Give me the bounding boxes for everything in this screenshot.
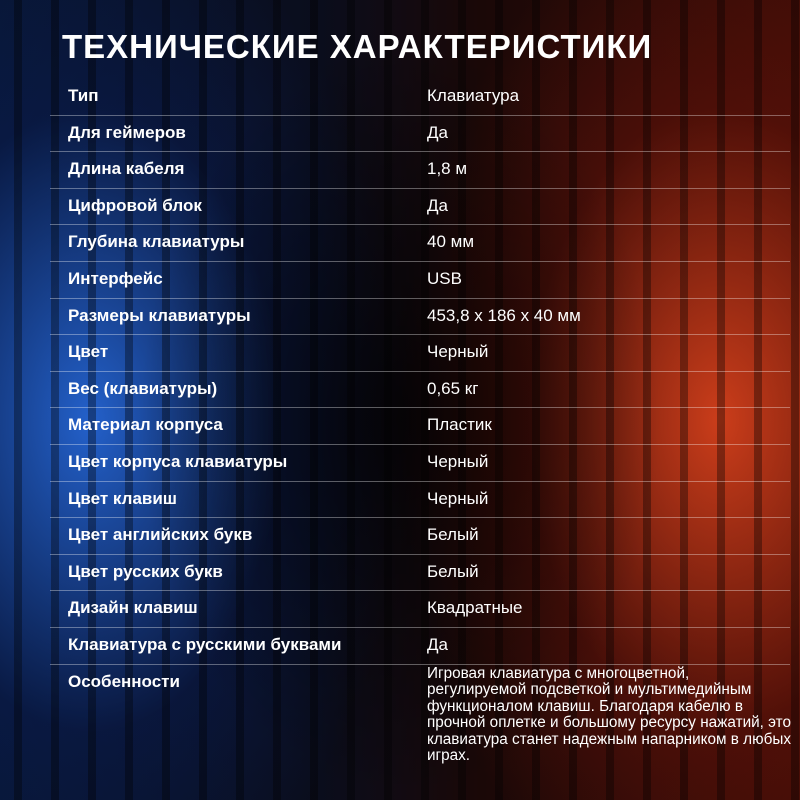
spec-label: Тип xyxy=(68,86,99,105)
table-row: Цвет английских букв Белый xyxy=(50,517,790,555)
spec-value: Белый xyxy=(427,525,479,545)
spec-value: Черный xyxy=(427,342,489,362)
spec-label: Цвет русских букв xyxy=(68,561,223,581)
spec-label: Длина кабеля xyxy=(68,159,185,179)
spec-label: Цифровой блок xyxy=(68,195,202,215)
spec-label: Цвет английских букв xyxy=(68,525,253,545)
table-row: Цвет клавиш Черный xyxy=(50,481,790,519)
spec-value: 1,8 м xyxy=(427,159,468,179)
spec-label: Глубина клавиатуры xyxy=(68,232,245,252)
table-row: Тип Клавиатура xyxy=(50,78,790,116)
spec-label: Для геймеров xyxy=(68,122,186,142)
table-row: Особенности Игровая клавиатура с многоцве… xyxy=(50,664,791,784)
table-row: Цвет корпуса клавиатуры Черный xyxy=(50,444,790,482)
spec-value: Да xyxy=(427,122,448,142)
spec-label: Особенности xyxy=(68,671,180,691)
table-row: Длина кабеля 1,8 м xyxy=(50,151,790,189)
spec-value: Игровая клавиатура с многоцветной, регул… xyxy=(427,664,791,765)
title: ТЕХНИЧЕСКИЕ ХАРАКТЕРИСТИКИ xyxy=(62,28,653,65)
table-row: Глубина клавиатуры 40 мм xyxy=(50,224,790,262)
table-row: Цвет Черный xyxy=(50,334,790,372)
table-row: Дизайн клавиш Квадратные xyxy=(50,590,790,628)
spec-label: Клавиатура с русскими буквами xyxy=(68,635,342,654)
spec-label: Материал корпуса xyxy=(68,415,223,435)
spec-label: Дизайн клавиш xyxy=(68,598,198,618)
spec-label: Вес (клавиатуры) xyxy=(68,378,218,398)
spec-value: 453,8 x 186 x 40 мм xyxy=(427,305,581,325)
spec-label: Интерфейс xyxy=(68,269,163,288)
table-row: Клавиатура с русскими буквами Да xyxy=(50,627,790,665)
spec-value: Клавиатура xyxy=(427,86,520,105)
table-row: Размеры клавиатуры 453,8 x 186 x 40 мм xyxy=(50,298,790,336)
spec-value: Квадратные xyxy=(427,598,523,618)
spec-value: Черный xyxy=(427,452,489,471)
spec-label: Цвет корпуса клавиатуры xyxy=(68,452,288,471)
spec-value: Черный xyxy=(427,488,489,508)
spec-label: Размеры клавиатуры xyxy=(68,305,251,325)
table-row: Цвет русских букв Белый xyxy=(50,554,790,592)
spec-label: Цвет xyxy=(68,342,109,362)
spec-value: 0,65 кг xyxy=(427,378,479,398)
spec-value: 40 мм xyxy=(427,232,475,252)
table-row: Для геймеров Да xyxy=(50,115,790,153)
spec-value: Да xyxy=(427,635,448,654)
table-row: Интерфейс USB xyxy=(50,261,790,299)
spec-value: Да xyxy=(427,195,448,215)
table-row: Материал корпуса Пластик xyxy=(50,407,790,445)
spec-value: Белый xyxy=(427,561,479,581)
table-row: Цифровой блок Да xyxy=(50,188,790,226)
table-row: Вес (клавиатуры) 0,65 кг xyxy=(50,371,790,409)
spec-label: Цвет клавиш xyxy=(68,488,177,508)
spec-value: Пластик xyxy=(427,415,492,435)
spec-value: USB xyxy=(427,269,462,288)
